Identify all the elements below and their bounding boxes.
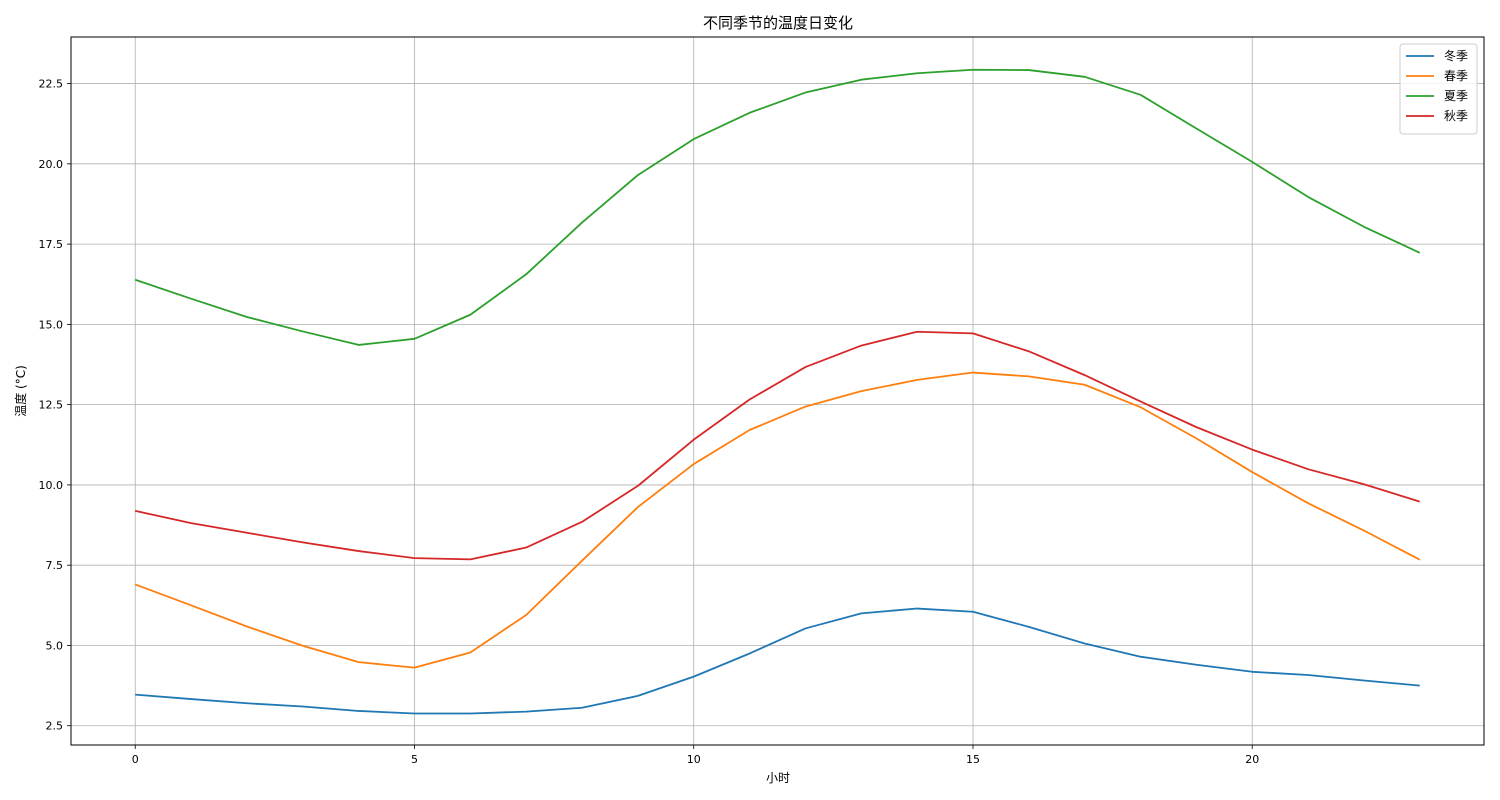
y-tick-label: 20.0 <box>39 158 64 171</box>
chart-title: 不同季节的温度日变化 <box>703 14 853 32</box>
series-line-1 <box>135 607 1420 715</box>
y-tick-label: 12.5 <box>39 399 64 412</box>
y-tick-label: 22.5 <box>39 78 64 91</box>
legend-label: 春季 <box>1444 69 1468 83</box>
series-line-2 <box>134 371 1421 669</box>
legend-box <box>1399 43 1478 135</box>
legend-label: 夏季 <box>1444 89 1468 103</box>
x-tick-label: 20 <box>1245 753 1259 766</box>
y-tick-label: 10.0 <box>39 479 64 492</box>
y-tick-label: 5.0 <box>46 639 64 652</box>
x-tick-label: 10 <box>687 753 701 766</box>
legend-label: 冬季 <box>1444 48 1468 63</box>
x-tick-label: 0 <box>132 753 139 766</box>
series-lines <box>134 68 1421 715</box>
series-line-4 <box>135 330 1421 561</box>
x-tick-label: 15 <box>966 753 980 766</box>
legend-label: 秋季 <box>1444 109 1468 123</box>
y-axis-label: 温度 (°C) <box>13 365 28 417</box>
grid-lines <box>71 37 1484 745</box>
y-tick-label: 17.5 <box>39 238 64 251</box>
series-line-3 <box>134 68 1421 346</box>
x-tick-label: 5 <box>411 753 418 766</box>
x-axis-ticks: 0 5 10 15 20 <box>132 745 1259 766</box>
y-tick-label: 7.5 <box>46 559 64 572</box>
y-tick-label: 2.5 <box>46 720 64 733</box>
x-axis-label: 小时 <box>766 771 790 785</box>
y-tick-label: 15.0 <box>39 318 64 331</box>
plot-area-frame <box>70 36 1485 746</box>
y-axis-ticks: 2.5 5.0 7.5 10.0 12.5 15.0 17.5 20.0 22.5 <box>39 78 71 733</box>
